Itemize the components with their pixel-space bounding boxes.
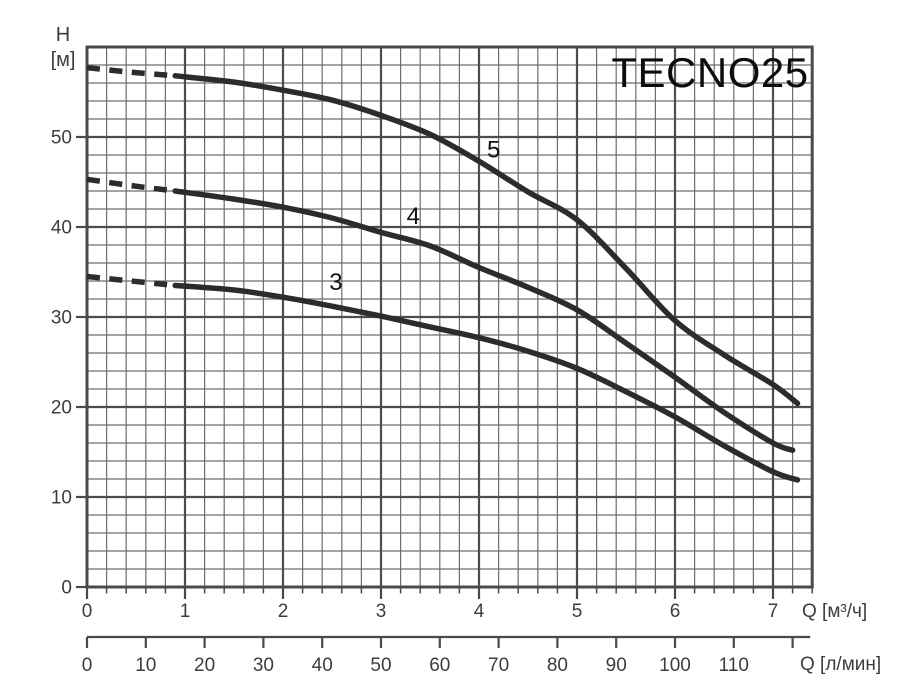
plot-border bbox=[85, 45, 814, 589]
curve-5-line bbox=[172, 73, 801, 407]
x-tick-label: 5 bbox=[572, 601, 583, 622]
lpm-tick-label: 70 bbox=[488, 655, 509, 676]
y-tick-label: 10 bbox=[51, 488, 72, 509]
lpm-tick-label: 60 bbox=[429, 655, 450, 676]
lpm-tick-label: 50 bbox=[370, 655, 391, 676]
y-tick-label: 20 bbox=[51, 398, 72, 419]
curve-label-4: 4 bbox=[407, 203, 420, 230]
x-tick-label: 1 bbox=[180, 601, 191, 622]
lpm-tick-label: 40 bbox=[312, 655, 333, 676]
y-tick-label: 40 bbox=[51, 218, 72, 239]
lpm-tick-label: 90 bbox=[606, 655, 627, 676]
x-tick-label: 0 bbox=[82, 601, 93, 622]
lpm-tick-label: 110 bbox=[719, 655, 749, 676]
x-tick-label: 7 bbox=[768, 601, 779, 622]
x-tick-label: 3 bbox=[376, 601, 387, 622]
y-tick-label: 50 bbox=[51, 128, 72, 149]
x-tick-label: 6 bbox=[670, 601, 681, 622]
curve-label-5: 5 bbox=[487, 137, 500, 164]
chart-title: TECNO25 bbox=[611, 49, 809, 96]
lpm-tick-label: 0 bbox=[82, 655, 93, 676]
lpm-tick-label: 30 bbox=[253, 655, 274, 676]
y-tick-label: 30 bbox=[51, 308, 72, 329]
x-tick-label: 2 bbox=[278, 601, 289, 622]
curve-4-line bbox=[172, 188, 796, 453]
curve-5-dashed-segment bbox=[86, 64, 176, 79]
lpm-tick-label: 100 bbox=[659, 655, 691, 676]
x-axis-secondary-unit-label: Q [л/мин] bbox=[800, 654, 882, 675]
y-axis-title-unit: [м] bbox=[50, 49, 76, 71]
y-axis-title-symbol: H bbox=[55, 24, 71, 46]
curve-3-dashed-segment bbox=[86, 273, 176, 289]
lpm-tick-label: 20 bbox=[194, 655, 215, 676]
x-tick-label: 4 bbox=[474, 601, 485, 622]
x-axis-primary-unit-label: Q [м³/ч] bbox=[802, 601, 868, 622]
curve-3-line bbox=[172, 282, 801, 483]
curve-label-3: 3 bbox=[329, 269, 342, 296]
y-tick-label: 0 bbox=[61, 578, 72, 599]
curve-4-dashed-segment bbox=[86, 176, 176, 194]
lpm-tick-label: 80 bbox=[547, 655, 568, 676]
lpm-tick-label: 10 bbox=[135, 655, 156, 676]
